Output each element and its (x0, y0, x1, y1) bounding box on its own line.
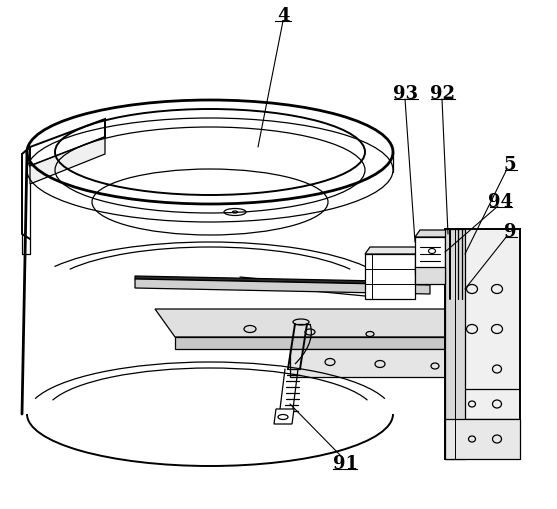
Polygon shape (135, 279, 430, 294)
Polygon shape (445, 230, 520, 459)
Polygon shape (415, 238, 445, 274)
Polygon shape (415, 231, 450, 238)
Text: 9: 9 (504, 222, 516, 241)
Polygon shape (30, 120, 105, 166)
Polygon shape (415, 267, 445, 285)
Polygon shape (30, 138, 105, 185)
Polygon shape (274, 409, 294, 424)
Text: 5: 5 (504, 156, 516, 174)
Polygon shape (365, 247, 420, 254)
Polygon shape (445, 419, 520, 459)
Polygon shape (155, 309, 510, 337)
Polygon shape (445, 230, 465, 459)
Text: 4: 4 (277, 7, 289, 25)
Polygon shape (135, 276, 430, 286)
Polygon shape (290, 349, 510, 377)
Polygon shape (365, 254, 415, 299)
Text: 94: 94 (487, 192, 512, 211)
Text: 92: 92 (429, 85, 455, 103)
Text: 91: 91 (333, 454, 358, 472)
Polygon shape (175, 337, 510, 349)
Text: 93: 93 (393, 85, 418, 103)
